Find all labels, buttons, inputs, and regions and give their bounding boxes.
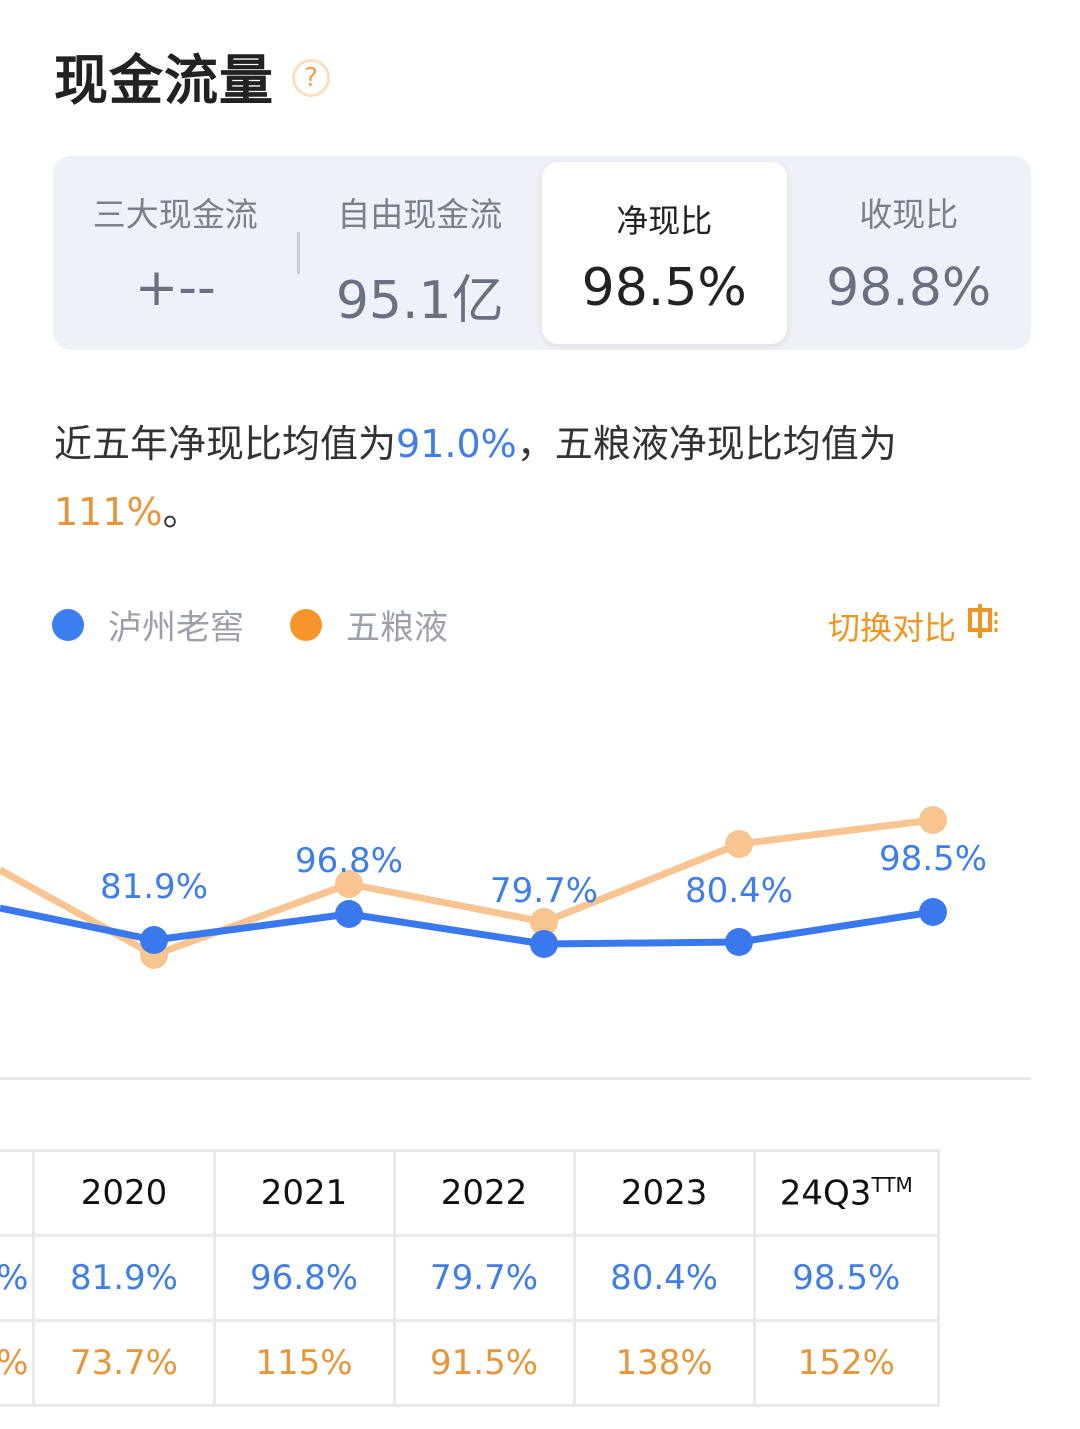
switch-icon — [968, 602, 1002, 649]
series1-line — [0, 898, 947, 958]
ttm-suffix: TTM — [871, 1172, 913, 1197]
table-cell: 98.5% — [752, 1234, 941, 1322]
legend-item-series1[interactable]: 泸州老窖 — [52, 600, 244, 649]
series2-line — [0, 806, 947, 969]
summary-part: 。 — [162, 490, 201, 534]
data-labels: 81.9% 96.8% 79.7% 80.4% 98.5% — [100, 839, 987, 911]
tab-three-cash-flows[interactable]: 三大现金流 +-- — [53, 156, 300, 350]
table-cell: 24Q3TTM — [752, 1149, 941, 1237]
tab-label: 净现比 — [616, 202, 713, 240]
table-cell — [0, 1149, 36, 1237]
summary-part: 近五年净现比均值为 — [54, 422, 397, 466]
table-cell: % — [0, 1234, 36, 1322]
summary-part: ，五粮液净现比均值为 — [516, 422, 897, 466]
table-cell: 2022 — [392, 1149, 576, 1237]
x-axis-line — [0, 1077, 1031, 1080]
tab-value: 98.8% — [826, 258, 992, 318]
svg-text:79.7%: 79.7% — [490, 871, 598, 911]
table-cell: 91.5% — [392, 1319, 576, 1407]
table-cell: 152% — [752, 1319, 941, 1407]
tab-label: 收现比 — [859, 195, 959, 234]
table-header-row: 2020 2021 2022 2023 24Q3TTM — [0, 1149, 941, 1237]
tab-label: 自由现金流 — [337, 195, 503, 234]
help-icon[interactable]: ? — [292, 58, 330, 97]
table-row: % 81.9% 96.8% 79.7% 80.4% 98.5% — [0, 1234, 941, 1322]
line-chart: 81.9% 96.8% 79.7% 80.4% 98.5% — [0, 806, 987, 969]
series1-average: 91.0% — [396, 422, 517, 466]
summary-text: 近五年净现比均值为91.0%，五粮液净现比均值为 111%。 — [54, 410, 1014, 546]
table-cell: 79.7% — [392, 1234, 576, 1322]
series2-average: 111% — [54, 490, 163, 534]
page-title: 现金流量 — [54, 49, 274, 112]
table-cell: 81.9% — [32, 1234, 216, 1322]
legend-label: 五粮液 — [346, 608, 448, 648]
table-cell: 2023 — [572, 1149, 756, 1237]
table-cell: % — [0, 1319, 36, 1407]
table-cell: 96.8% — [212, 1234, 396, 1322]
series1-dot-icon — [52, 608, 84, 641]
svg-text:98.5%: 98.5% — [879, 839, 987, 879]
tab-free-cash-flow[interactable]: 自由现金流 95.1亿 — [298, 156, 543, 350]
table-cell: 138% — [572, 1319, 756, 1407]
tab-cash-receipt-ratio[interactable]: 收现比 98.8% — [787, 156, 1032, 350]
tab-value: 98.5% — [581, 258, 747, 318]
switch-compare-button[interactable]: 切换对比 — [828, 602, 1002, 649]
svg-text:80.4%: 80.4% — [685, 871, 793, 911]
tab-value: +-- — [134, 258, 216, 318]
series2-dot-icon — [290, 608, 322, 641]
legend-item-series2[interactable]: 五粮液 — [290, 600, 448, 649]
switch-label: 切换对比 — [827, 608, 956, 647]
divider — [296, 232, 300, 274]
table-cell: 115% — [212, 1319, 396, 1407]
svg-text:96.8%: 96.8% — [295, 841, 403, 881]
header: 现金流量 ? — [54, 36, 330, 115]
legend-label: 泸州老窖 — [108, 608, 244, 648]
table-row: % 73.7% 115% 91.5% 138% 152% — [0, 1319, 941, 1407]
tab-net-cash-ratio[interactable]: 净现比 98.5% — [542, 162, 787, 344]
table-cell: 80.4% — [572, 1234, 756, 1322]
svg-text:81.9%: 81.9% — [100, 867, 208, 907]
table-cell: 73.7% — [32, 1319, 216, 1407]
tab-value: 95.1亿 — [335, 271, 504, 331]
table-cell: 2021 — [212, 1149, 396, 1237]
tab-label: 三大现金流 — [92, 195, 258, 234]
chart-legend: 泸州老窖 五粮液 — [52, 600, 494, 649]
metric-tabs: 三大现金流 +-- 自由现金流 95.1亿 净现比 98.5% 收现比 98.8… — [53, 156, 1031, 350]
data-table: 2020 2021 2022 2023 24Q3TTM % 81.9% 96.8… — [0, 1149, 941, 1407]
table-cell: 2020 — [32, 1149, 216, 1237]
header-label: 24Q3 — [779, 1173, 872, 1214]
